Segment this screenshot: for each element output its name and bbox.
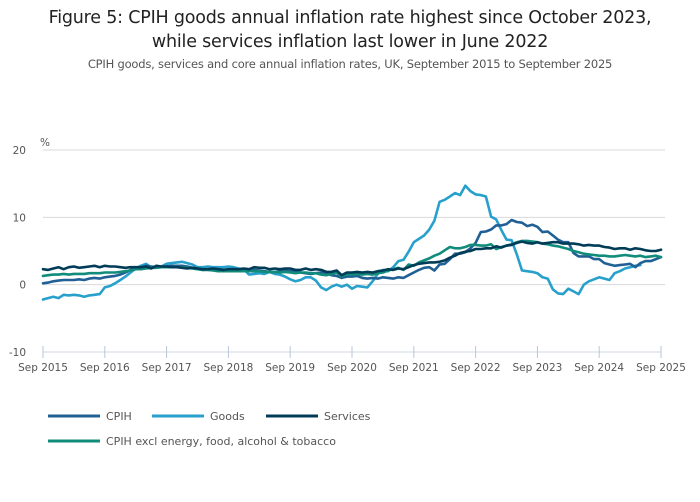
y-tick-label: -10 (9, 347, 26, 359)
x-tick-label: Sep 2020 (327, 362, 377, 374)
series-lines (41, 184, 663, 301)
legend-label: CPIH (106, 410, 132, 423)
chart-title-line-2: while services inflation last lower in J… (151, 32, 549, 52)
legend: CPIH Goods Services CPIH excl energy, food,… (48, 410, 371, 448)
y-tick-label: 20 (13, 145, 26, 157)
chart-subtitle: CPIH goods, services and core annual inf… (87, 57, 613, 71)
x-tick-label: Sep 2025 (636, 362, 686, 374)
y-axis: -10 0 10 20 (9, 145, 26, 359)
y-axis-unit-label: % (40, 137, 50, 149)
x-tick-label: Sep 2016 (80, 362, 130, 374)
series-line-goods (41, 184, 642, 301)
x-tick-label: Sep 2019 (265, 362, 315, 374)
x-tick-label: Sep 2023 (512, 362, 562, 374)
series-line-services (41, 240, 663, 277)
x-tick-label: Sep 2017 (142, 362, 192, 374)
legend-label: CPIH excl energy, food, alcohol & tobacc… (106, 435, 336, 448)
legend-item[interactable]: CPIH (48, 410, 132, 423)
y-tick-label: 0 (19, 280, 26, 292)
series-line-cpih-excl-energy-food-alcohol-tobacco (41, 239, 663, 278)
legend-item[interactable]: Goods (152, 410, 245, 423)
x-tick-label: Sep 2024 (574, 362, 624, 374)
chart-title: Figure 5: CPIH goods annual inflation ra… (0, 6, 700, 54)
legend-label: Goods (210, 410, 245, 423)
legend-label: Services (324, 410, 371, 423)
x-tick-label: Sep 2022 (451, 362, 501, 374)
x-tick-label: Sep 2018 (203, 362, 253, 374)
chart-title-line-1: Figure 5: CPIH goods annual inflation ra… (48, 8, 652, 28)
legend-item[interactable]: CPIH excl energy, food, alcohol & tobacc… (48, 435, 336, 448)
gridlines (43, 149, 665, 286)
y-tick-label: 10 (13, 212, 26, 224)
x-tick-label: Sep 2021 (389, 362, 439, 374)
x-tick-label: Sep 2015 (18, 362, 68, 374)
x-axis: Sep 2015 Sep 2016 Sep 2017 Sep 2018 Sep 2019… (18, 346, 686, 374)
legend-item[interactable]: Services (266, 410, 371, 423)
